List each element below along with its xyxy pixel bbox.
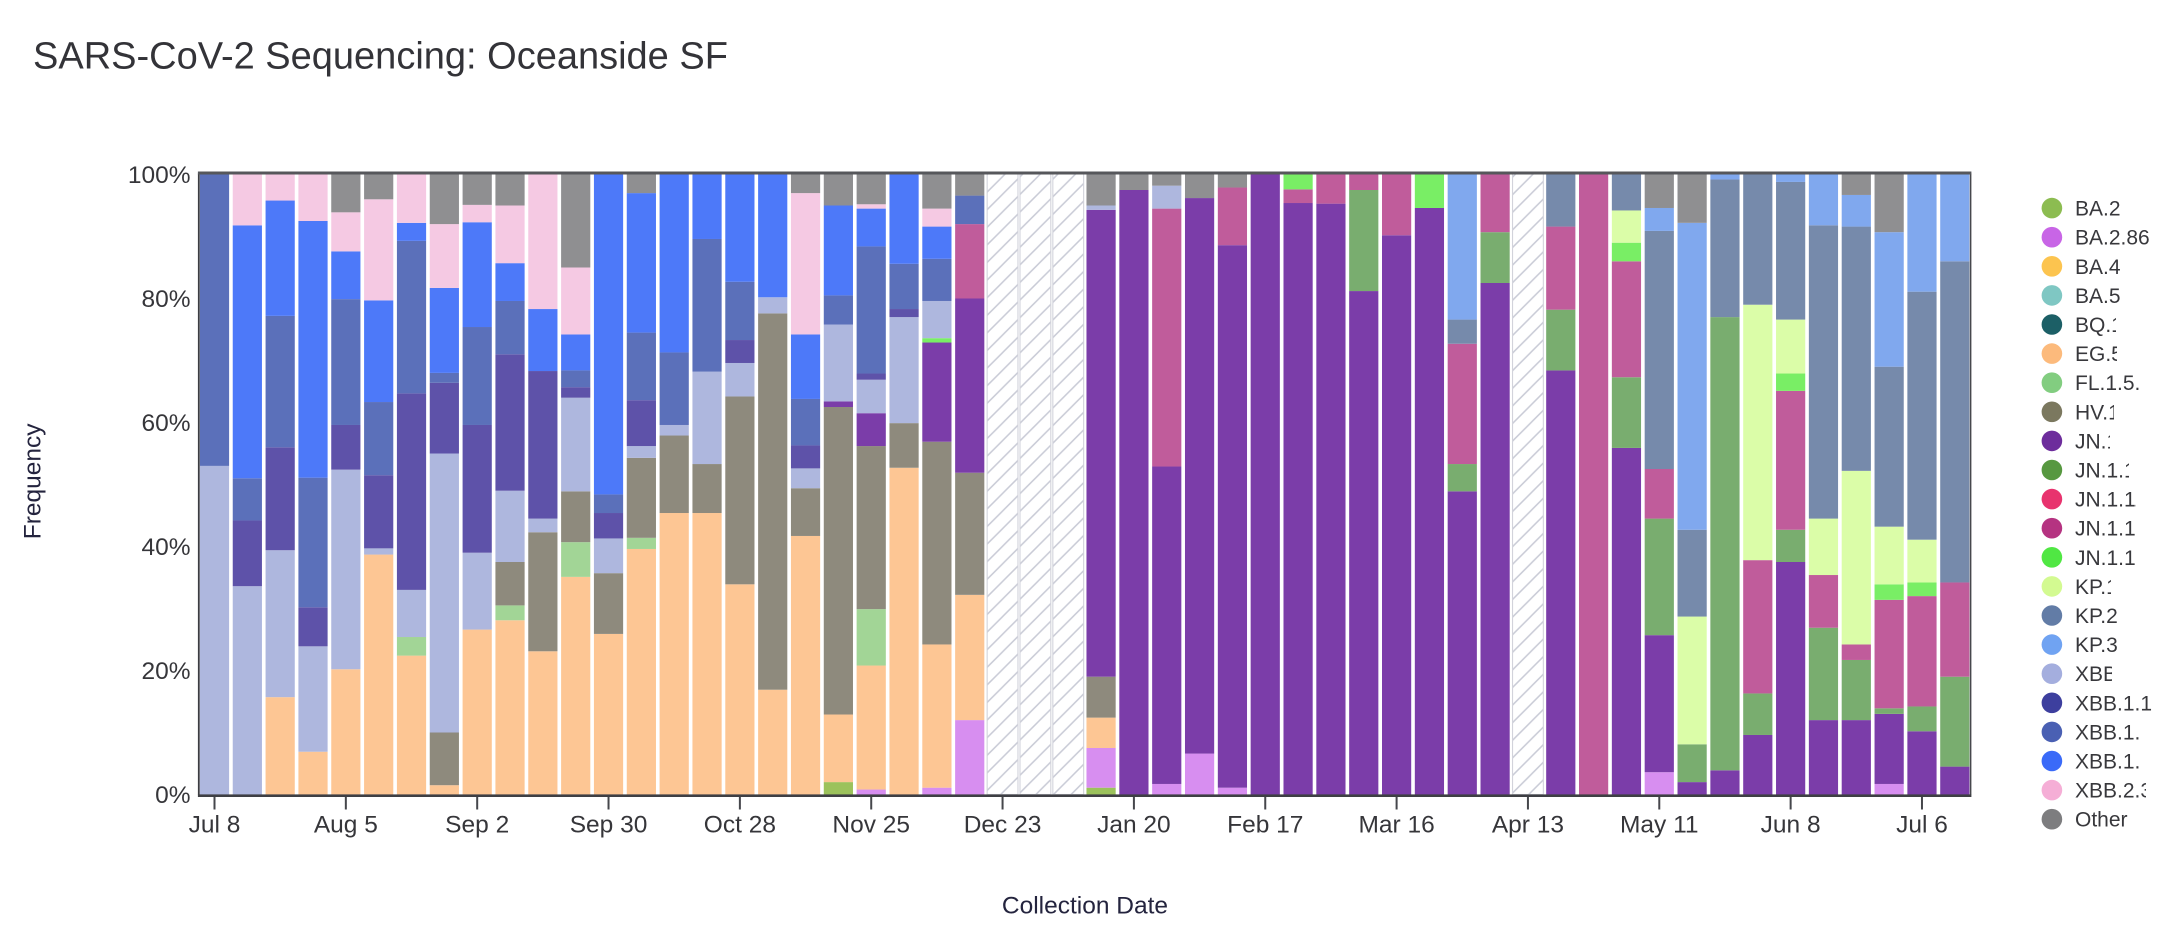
svg-text:60%: 60% xyxy=(141,410,190,437)
svg-text:May 11: May 11 xyxy=(1620,812,1699,839)
svg-text:Mar 16: Mar 16 xyxy=(1358,812,1434,839)
svg-text:BA.5: BA.5 xyxy=(2075,285,2121,308)
svg-text:XBB: XBB xyxy=(2075,663,2117,686)
svg-text:JN.1.13: JN.1.13 xyxy=(2075,547,2147,570)
svg-text:40%: 40% xyxy=(141,534,190,561)
svg-text:XBB.2.3: XBB.2.3 xyxy=(2075,780,2152,803)
svg-text:FL.1.5.1: FL.1.5.1 xyxy=(2075,372,2152,395)
svg-text:SARS-CoV-2 Sequencing: Oceansi: SARS-CoV-2 Sequencing: Oceanside SF xyxy=(33,36,728,78)
svg-text:XBB.1.16: XBB.1.16 xyxy=(2075,692,2164,715)
svg-text:Other: Other xyxy=(2075,809,2128,832)
svg-text:0%: 0% xyxy=(155,782,190,809)
svg-text:Feb 17: Feb 17 xyxy=(1227,812,1303,839)
svg-text:JN.1.12: JN.1.12 xyxy=(2075,518,2147,541)
svg-text:JN.1.11: JN.1.11 xyxy=(2075,489,2146,512)
svg-text:EG.5: EG.5 xyxy=(2075,343,2123,366)
svg-text:XBB.1.5: XBB.1.5 xyxy=(2075,721,2152,744)
svg-text:Sep 30: Sep 30 xyxy=(570,812,648,839)
svg-text:Jan 20: Jan 20 xyxy=(1097,812,1171,839)
svg-text:Aug 5: Aug 5 xyxy=(314,812,378,839)
svg-text:Oct 28: Oct 28 xyxy=(704,812,776,839)
svg-text:Dec 23: Dec 23 xyxy=(964,812,1042,839)
svg-text:Nov 25: Nov 25 xyxy=(832,812,910,839)
svg-text:Apr 13: Apr 13 xyxy=(1492,812,1564,839)
svg-text:Collection Date: Collection Date xyxy=(1002,893,1168,920)
svg-text:XBB.1.9: XBB.1.9 xyxy=(2075,751,2152,774)
svg-text:20%: 20% xyxy=(141,658,190,685)
svg-text:BA.4: BA.4 xyxy=(2075,256,2121,279)
svg-text:BA.2: BA.2 xyxy=(2075,198,2121,221)
svg-text:Jul 8: Jul 8 xyxy=(189,812,241,839)
svg-text:Jun 8: Jun 8 xyxy=(1761,812,1821,839)
svg-text:BQ.1: BQ.1 xyxy=(2075,314,2123,337)
svg-text:Jul 6: Jul 6 xyxy=(1896,812,1948,839)
svg-text:BA.2.86: BA.2.86 xyxy=(2075,227,2150,250)
svg-text:100%: 100% xyxy=(128,162,191,189)
svg-text:KP.3: KP.3 xyxy=(2075,634,2118,657)
svg-text:Sep 2: Sep 2 xyxy=(445,812,509,839)
svg-text:JN.1: JN.1 xyxy=(2075,430,2118,453)
svg-text:HV.1: HV.1 xyxy=(2075,401,2120,424)
svg-text:Frequency: Frequency xyxy=(20,423,47,540)
svg-text:KP.2: KP.2 xyxy=(2075,605,2118,628)
svg-text:JN.1.1: JN.1.1 xyxy=(2075,460,2136,483)
svg-text:80%: 80% xyxy=(141,286,190,313)
